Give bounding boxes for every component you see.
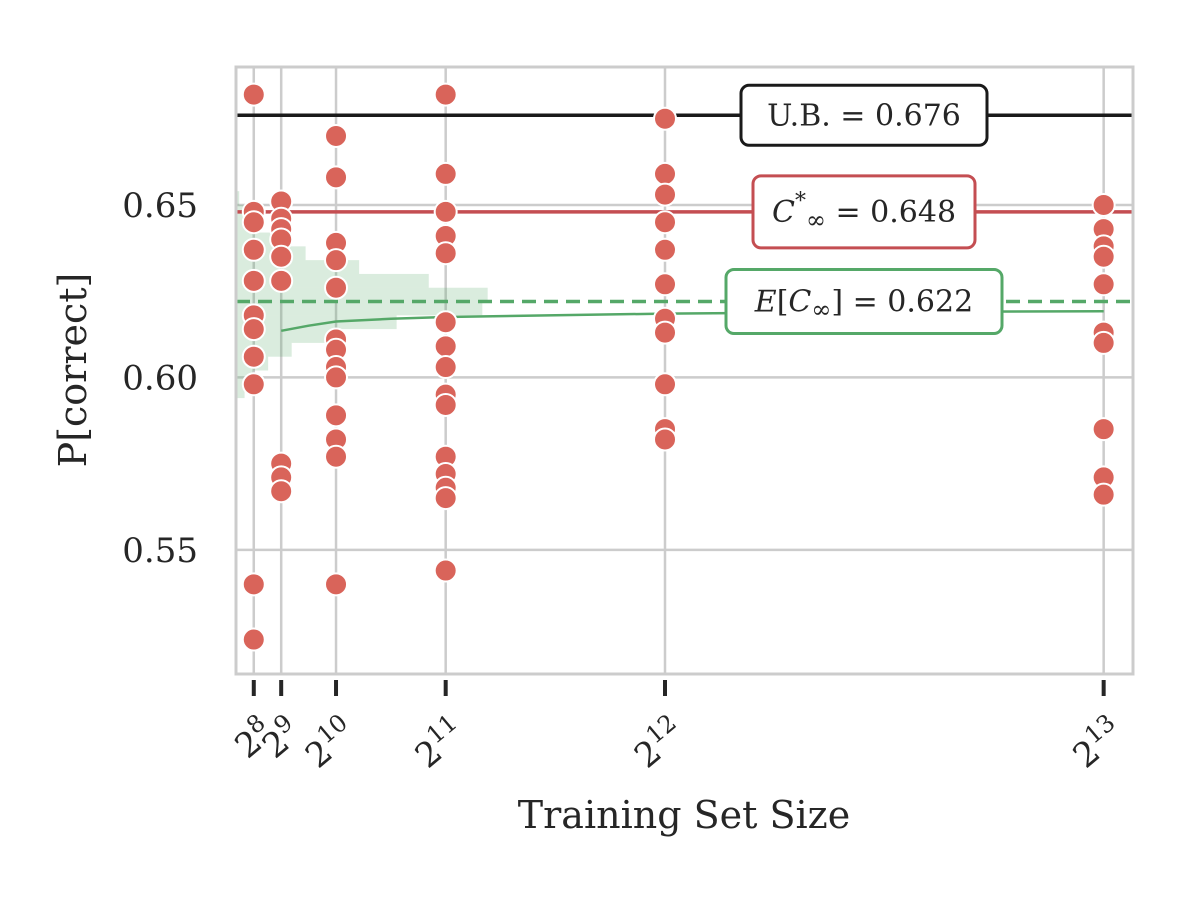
data-point [324, 403, 349, 428]
data-point [324, 444, 349, 469]
data-point [653, 182, 678, 207]
data-point [653, 272, 678, 297]
data-point [324, 365, 349, 390]
histogram-bar [236, 315, 397, 330]
data-point [1091, 244, 1116, 269]
data-point [433, 355, 458, 380]
upper-bound-label-text: U.B. = 0.676 [767, 98, 961, 133]
data-point [269, 244, 294, 269]
y-tick-label-0: 0.55 [122, 531, 198, 571]
data-point [653, 427, 678, 452]
data-point [653, 161, 678, 186]
data-point [1091, 330, 1116, 355]
expected-value-label-box [724, 268, 1004, 336]
expected-value-label-text: E[C∞] = 0.622 [754, 285, 973, 324]
x-axis-label: Training Set Size [518, 793, 850, 837]
data-point [433, 558, 458, 583]
y-tick-label-2: 0.65 [122, 186, 198, 226]
y-tick-label-1: 0.60 [122, 358, 198, 398]
data-point [241, 372, 266, 397]
data-point [241, 82, 266, 107]
data-point [653, 320, 678, 345]
histogram-bar [236, 287, 488, 302]
data-point [433, 82, 458, 107]
data-point [269, 268, 294, 293]
reference-labels: U.B. = 0.676 C*∞ = 0.648 E[C∞] = 0.622 [724, 83, 1004, 336]
data-point [324, 572, 349, 597]
data-point [241, 572, 266, 597]
data-point [241, 317, 266, 342]
data-point [433, 199, 458, 224]
data-point [241, 627, 266, 652]
data-point [241, 268, 266, 293]
data-point [324, 248, 349, 273]
data-point [1091, 482, 1116, 507]
data-point [653, 237, 678, 262]
data-point [433, 392, 458, 417]
c-star-label-text: C*∞ = 0.648 [772, 189, 956, 234]
histogram-bar [236, 301, 483, 316]
histogram-bar [236, 191, 240, 205]
data-point [433, 241, 458, 266]
histogram-bar [236, 384, 245, 399]
data-point [653, 106, 678, 131]
upper-bound-label-box [739, 83, 989, 147]
data-point [324, 275, 349, 300]
y-axis-label: P[correct] [51, 273, 95, 468]
data-point [241, 210, 266, 235]
c-star-label: C*∞ = 0.648 [751, 174, 977, 250]
data-point [241, 344, 266, 369]
data-point [324, 123, 349, 148]
c-star-label-box [751, 174, 977, 250]
plot-frame [234, 65, 1135, 676]
data-point [1091, 417, 1116, 442]
data-point [653, 210, 678, 235]
expected-value-label: E[C∞] = 0.622 [724, 268, 1004, 336]
data-point [433, 310, 458, 335]
data-point [1091, 192, 1116, 217]
data-point [653, 372, 678, 397]
data-point [269, 479, 294, 504]
upper-bound-label: U.B. = 0.676 [739, 83, 989, 147]
data-points [241, 82, 1116, 652]
data-point [324, 165, 349, 190]
data-point [433, 161, 458, 186]
data-point [433, 486, 458, 511]
data-point [241, 237, 266, 262]
data-point [1091, 272, 1116, 297]
data-point [433, 334, 458, 359]
